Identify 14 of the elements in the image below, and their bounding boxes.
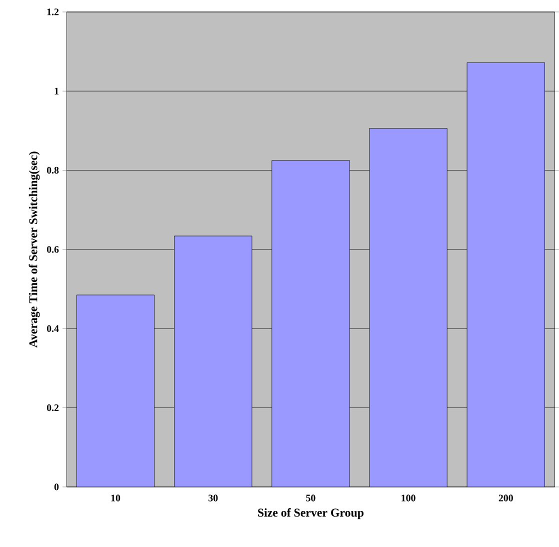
y-tick-label: 0.6 (46, 246, 59, 253)
y-tick-label: 1.2 (47, 8, 59, 16)
y-tick-label: 0.4 (46, 325, 59, 332)
y-tick-label: 0.2 (46, 404, 59, 412)
x-tick-label: 10 (111, 494, 120, 502)
y-tick-label: 0.8 (46, 167, 59, 174)
x-tick-label: 200 (498, 494, 513, 502)
x-tick-label: 50 (306, 494, 316, 502)
x-tick-label: 30 (208, 494, 218, 502)
y-tick-label: 1 (54, 88, 58, 95)
x-axis-title: Size of Server Group (258, 508, 364, 520)
y-axis-title: Average Time of Server Switching(sec) (28, 152, 40, 348)
x-tick-label: 100 (402, 494, 416, 502)
y-tick-label: 0 (54, 484, 59, 490)
